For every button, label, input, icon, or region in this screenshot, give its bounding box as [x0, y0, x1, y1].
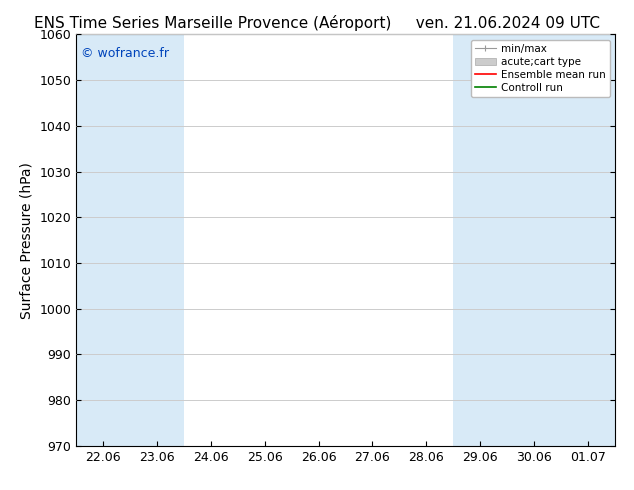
Bar [561, 34, 615, 446]
Bar [453, 34, 561, 446]
Text: © wofrance.fr: © wofrance.fr [81, 47, 169, 60]
Bar [76, 34, 184, 446]
Y-axis label: Surface Pressure (hPa): Surface Pressure (hPa) [20, 162, 34, 318]
Legend: min/max, acute;cart type, Ensemble mean run, Controll run: min/max, acute;cart type, Ensemble mean … [470, 40, 610, 97]
Text: ENS Time Series Marseille Provence (Aéroport)     ven. 21.06.2024 09 UTC: ENS Time Series Marseille Provence (Aéro… [34, 15, 600, 31]
